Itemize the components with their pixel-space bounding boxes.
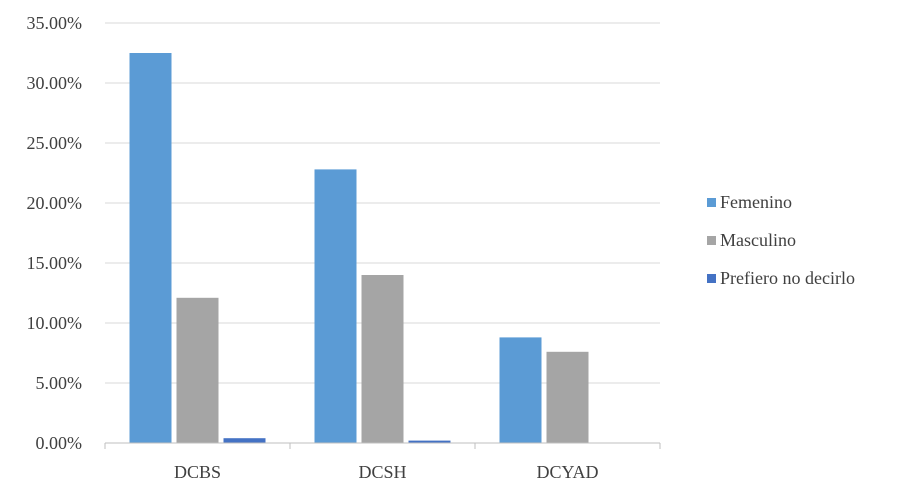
x-category-label: DCYAD (536, 462, 598, 482)
x-category-label: DCBS (174, 462, 221, 482)
bar-dcsh-0 (314, 169, 357, 443)
y-tick-label: 20.00% (27, 193, 83, 213)
y-tick-label: 5.00% (36, 373, 83, 393)
bar-dcbs-2 (223, 438, 266, 443)
bar-dcbs-0 (129, 53, 172, 443)
y-axis-tick-labels: 0.00% 5.00% 10.00% 15.00% 20.00% 25.00% 30.00%… (27, 13, 83, 453)
x-axis-category-labels: DCBS DCSH DCYAD (174, 462, 599, 482)
legend-label: Femenino (720, 192, 792, 212)
bars (129, 53, 589, 443)
legend-swatch (707, 198, 716, 207)
y-tick-label: 30.00% (27, 73, 83, 93)
bar-dcyad-1 (546, 351, 589, 443)
bar-dcsh-1 (361, 275, 404, 443)
x-category-label: DCSH (358, 462, 406, 482)
y-tick-label: 10.00% (27, 313, 83, 333)
x-axis-tick-marks (104, 443, 661, 449)
bar-dcbs-1 (176, 297, 219, 443)
legend-swatch (707, 274, 716, 283)
legend: Femenino Masculino Prefiero no decirlo (707, 192, 855, 288)
legend-label: Prefiero no decirlo (720, 268, 855, 288)
bar-dcsh-2 (408, 440, 451, 443)
y-tick-label: 35.00% (27, 13, 83, 33)
legend-swatch (707, 236, 716, 245)
y-tick-label: 15.00% (27, 253, 83, 273)
legend-label: Masculino (720, 230, 796, 250)
y-tick-label: 25.00% (27, 133, 83, 153)
y-tick-label: 0.00% (36, 433, 83, 453)
bar-dcyad-0 (499, 337, 542, 443)
